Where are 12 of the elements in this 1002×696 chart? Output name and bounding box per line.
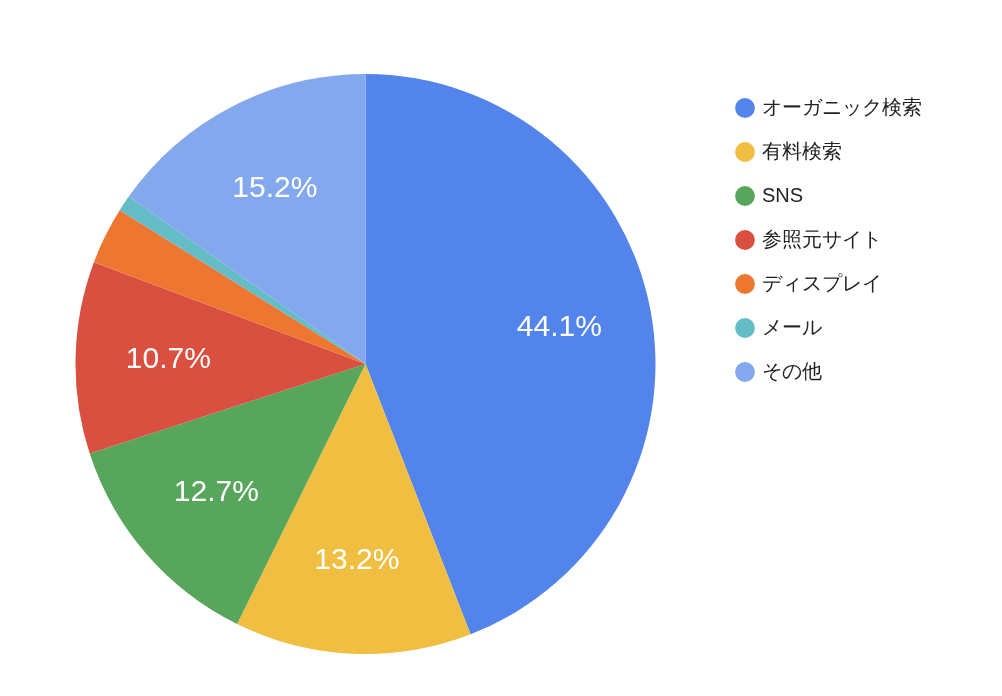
legend-label: その他 xyxy=(762,359,822,382)
legend-label: 参照元サイト xyxy=(762,227,882,250)
legend-label: オーガニック検索 xyxy=(762,95,922,118)
data-label: 10.7% xyxy=(125,340,211,374)
data-label: 15.2% xyxy=(232,170,318,204)
legend-label: メール xyxy=(762,315,822,338)
data-label: 12.7% xyxy=(173,474,259,508)
data-label: 44.1% xyxy=(516,308,602,342)
data-label: 13.2% xyxy=(314,542,400,576)
legend-label: 有料検索 xyxy=(762,139,842,162)
legend-label: SNS xyxy=(762,183,804,206)
legend-label: ディスプレイ xyxy=(762,271,882,294)
